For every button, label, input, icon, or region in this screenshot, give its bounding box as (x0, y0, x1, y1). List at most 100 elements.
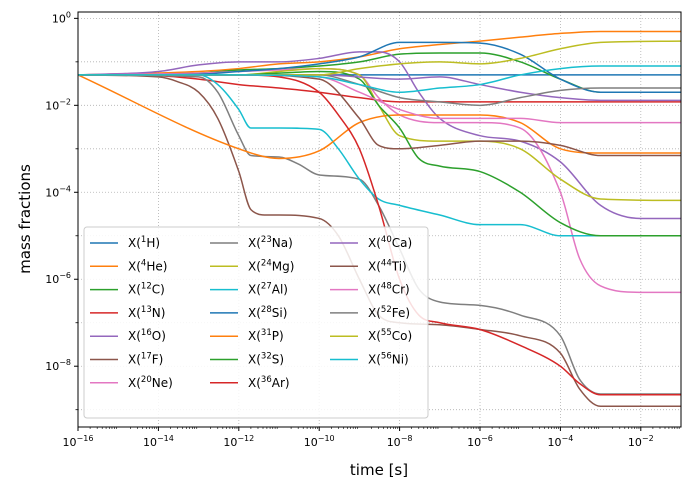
legend-label-mass-number: 23 (261, 235, 272, 245)
legend-label-mass-number: 48 (381, 282, 392, 292)
legend-label-prefix: X( (368, 236, 381, 250)
legend-label: X(12C) (128, 282, 165, 297)
x-tick-label: 10−2 (628, 434, 654, 449)
legend-label-suffix: ) (288, 236, 293, 250)
legend-label-prefix: X( (248, 306, 261, 320)
legend-label-mass-number: 44 (381, 258, 392, 268)
legend-label: X(24Mg) (248, 258, 294, 273)
x-axis-label: time [s] (350, 461, 408, 479)
legend-label: X(4He) (128, 258, 167, 273)
x-tick-base: 10 (223, 436, 237, 449)
legend-entry: X(40Ca) (330, 235, 412, 250)
legend-label-mass-number: 1 (141, 235, 146, 245)
legend-entry: X(55Co) (330, 328, 412, 343)
legend-label-prefix: X( (368, 283, 381, 297)
legend-label-prefix: X( (128, 259, 141, 273)
legend-label-element: Co (392, 329, 408, 343)
legend-label-mass-number: 56 (381, 352, 392, 362)
series-line-x-4he (78, 30, 681, 76)
legend-label-element: N (152, 306, 161, 320)
legend-label-suffix: ) (285, 376, 290, 390)
legend-label: X(20Ne) (128, 375, 173, 390)
legend-label-prefix: X( (248, 283, 261, 297)
legend-label-suffix: ) (159, 353, 164, 367)
y-axis-label: mass fractions (16, 164, 34, 274)
legend-label-suffix: ) (155, 236, 160, 250)
legend-label-element: Ni (392, 353, 404, 367)
legend-label: X(44Ti) (368, 258, 407, 273)
legend-label: X(40Ca) (368, 235, 412, 250)
x-tick-base: 10 (143, 436, 157, 449)
x-tick-label: 10−12 (223, 434, 254, 449)
legend-label-suffix: ) (290, 259, 295, 273)
legend-label-prefix: X( (248, 236, 261, 250)
legend-label-suffix: ) (161, 329, 166, 343)
y-tick-label: 10−2 (45, 97, 71, 112)
legend-label: X(32S) (248, 352, 284, 367)
x-tick-label: 10−8 (387, 434, 413, 449)
legend-label-element: He (146, 259, 162, 273)
legend-label-mass-number: 16 (141, 328, 152, 338)
legend-label-suffix: ) (407, 236, 412, 250)
legend-label-prefix: X( (248, 353, 261, 367)
legend-label-prefix: X( (368, 259, 381, 273)
legend-entry: X(4He) (90, 258, 167, 273)
y-tick-exponent: 0 (66, 10, 71, 19)
plot-frame (77, 11, 682, 428)
series-line-x-27al (78, 74, 681, 237)
legend-label: X(56Ni) (368, 352, 409, 367)
legend-entry: X(31P) (210, 328, 284, 343)
legend-label-element: Al (272, 283, 284, 297)
legend-label-mass-number: 4 (141, 258, 146, 268)
x-tick-exponent: −12 (237, 434, 254, 443)
legend-label-mass-number: 17 (141, 352, 152, 362)
legend-entry: X(48Cr) (330, 282, 410, 297)
legend-label: X(31P) (248, 328, 284, 343)
x-tick-base: 10 (387, 436, 401, 449)
x-tick-exponent: −14 (157, 434, 174, 443)
legend-label-mass-number: 31 (261, 328, 272, 338)
legend-label-element: C (152, 283, 160, 297)
legend-entry: X(56Ni) (330, 352, 409, 367)
series-line-x-56ni (78, 65, 681, 93)
legend-label: X(13N) (128, 305, 165, 320)
legend-label-mass-number: 32 (261, 352, 272, 362)
legend-label-prefix: X( (368, 329, 381, 343)
series-line-x-32s (78, 70, 681, 237)
legend-entry: X(32S) (210, 352, 284, 367)
x-tick-exponent: −4 (562, 434, 574, 443)
series-line-x-28si (78, 41, 681, 93)
legend-label-prefix: X( (128, 236, 141, 250)
legend-entry: X(36Ar) (210, 375, 290, 390)
y-tick-base: 10 (45, 360, 59, 373)
legend-entry: X(17F) (90, 352, 163, 367)
legend-label-suffix: ) (405, 306, 410, 320)
legend-label-suffix: ) (161, 306, 166, 320)
legend-label-element: Na (272, 236, 288, 250)
x-tick-exponent: −2 (642, 434, 654, 443)
legend-entry: X(52Fe) (330, 305, 410, 320)
x-tick-label: 10−4 (548, 434, 574, 449)
x-tick-exponent: −6 (481, 434, 493, 443)
legend-label-suffix: ) (283, 283, 288, 297)
legend-label: X(48Cr) (368, 282, 410, 297)
legend-label-suffix: ) (407, 329, 412, 343)
legend-label-suffix: ) (279, 329, 284, 343)
y-tick-base: 10 (45, 273, 59, 286)
legend-label-element: Ti (391, 259, 402, 273)
x-tick-label: 10−14 (143, 434, 174, 449)
legend-label-suffix: ) (279, 353, 284, 367)
legend-entry: X(20Ne) (90, 375, 173, 390)
legend-entry: X(13N) (90, 305, 165, 320)
y-tick-label: 10−6 (45, 271, 71, 286)
legend-label-mass-number: 28 (261, 305, 272, 315)
series-line-x-31p (78, 74, 681, 160)
legend-label-mass-number: 55 (381, 328, 392, 338)
legend-entry: X(24Mg) (210, 258, 294, 273)
legend-label-mass-number: 12 (141, 282, 152, 292)
legend-label-mass-number: 24 (261, 258, 272, 268)
x-tick-base: 10 (628, 436, 642, 449)
legend-label-suffix: ) (405, 283, 410, 297)
